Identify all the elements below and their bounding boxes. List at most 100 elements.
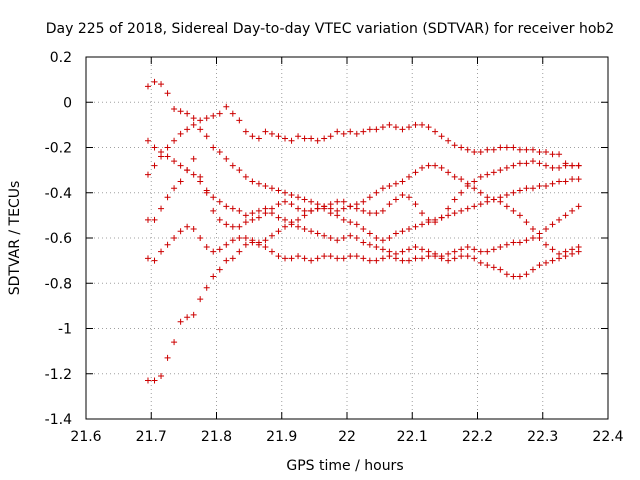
data-point	[236, 223, 243, 230]
data-point	[503, 241, 510, 248]
data-point	[177, 162, 184, 169]
data-point	[340, 235, 347, 241]
data-point	[484, 198, 491, 205]
data-point	[360, 239, 367, 246]
data-point	[301, 135, 308, 142]
data-point	[288, 192, 295, 199]
data-point	[197, 173, 204, 180]
data-point	[177, 228, 184, 235]
y-tick-label: -1	[58, 322, 72, 338]
data-point	[184, 223, 191, 230]
data-point	[347, 219, 354, 226]
data-point	[223, 241, 230, 248]
data-point	[282, 135, 289, 142]
data-point	[321, 232, 328, 239]
data-point	[556, 151, 563, 158]
y-tick-label: 0.2	[50, 50, 72, 66]
data-point	[144, 171, 151, 178]
data-point	[523, 185, 530, 192]
data-point	[575, 248, 582, 255]
data-point	[543, 241, 550, 248]
data-point	[569, 162, 576, 169]
x-axis-label: GPS time / hours	[286, 458, 403, 474]
data-point	[223, 257, 230, 264]
data-point	[529, 185, 536, 192]
data-point	[216, 110, 223, 117]
data-point	[282, 189, 289, 196]
data-point	[471, 203, 478, 210]
data-point	[451, 173, 458, 180]
data-point	[445, 169, 452, 176]
data-point	[262, 182, 269, 189]
data-point	[490, 246, 497, 253]
data-point	[458, 144, 465, 151]
data-point	[503, 164, 510, 171]
data-point	[484, 146, 491, 153]
data-point	[308, 207, 315, 214]
data-point	[334, 212, 341, 219]
data-point	[275, 214, 282, 221]
data-point	[255, 241, 262, 248]
data-point	[314, 205, 321, 212]
data-point	[477, 173, 484, 180]
data-points	[144, 78, 582, 384]
data-point	[236, 117, 243, 124]
data-point	[216, 198, 223, 205]
data-point	[308, 198, 315, 205]
data-point	[164, 144, 171, 151]
data-point	[340, 198, 347, 205]
data-point	[144, 377, 151, 384]
data-point	[197, 126, 204, 133]
data-point	[216, 149, 223, 156]
data-point	[229, 110, 236, 117]
data-point	[503, 271, 510, 278]
data-point	[399, 192, 406, 199]
data-point	[412, 169, 419, 176]
data-point	[386, 253, 393, 260]
data-point	[373, 235, 380, 241]
data-point	[282, 255, 289, 262]
data-point	[262, 237, 269, 244]
data-point	[432, 253, 439, 260]
data-point	[144, 216, 151, 223]
grid	[86, 57, 608, 419]
data-point	[373, 257, 380, 264]
data-point	[334, 128, 341, 135]
data-point	[445, 137, 452, 144]
data-point	[249, 216, 256, 223]
data-point	[275, 253, 282, 260]
x-tick-label: 22.4	[592, 429, 623, 445]
data-point	[197, 296, 204, 303]
data-point	[575, 176, 582, 183]
data-point	[536, 230, 543, 237]
data-point	[242, 173, 249, 180]
x-tick-label: 21.9	[266, 429, 297, 445]
data-point	[360, 207, 367, 214]
data-point	[210, 112, 217, 119]
data-point	[366, 210, 373, 217]
data-point	[203, 244, 210, 251]
data-point	[451, 248, 458, 255]
data-point	[262, 210, 269, 217]
data-point	[516, 146, 523, 153]
data-point	[575, 162, 582, 169]
data-point	[190, 121, 197, 128]
chart-title: Day 225 of 2018, Sidereal Day-to-day VTE…	[46, 21, 614, 37]
data-point	[516, 239, 523, 246]
data-point	[445, 250, 452, 257]
data-point	[158, 248, 165, 255]
data-point	[327, 253, 334, 260]
data-point	[484, 248, 491, 255]
data-point	[516, 273, 523, 280]
data-point	[477, 149, 484, 156]
data-point	[151, 162, 158, 169]
data-point	[425, 216, 432, 223]
data-point	[295, 253, 302, 260]
data-point	[340, 205, 347, 212]
data-point	[366, 194, 373, 201]
data-point	[210, 273, 217, 280]
data-point	[301, 196, 308, 203]
data-point	[510, 207, 517, 214]
data-point	[575, 203, 582, 210]
data-point	[419, 164, 426, 171]
